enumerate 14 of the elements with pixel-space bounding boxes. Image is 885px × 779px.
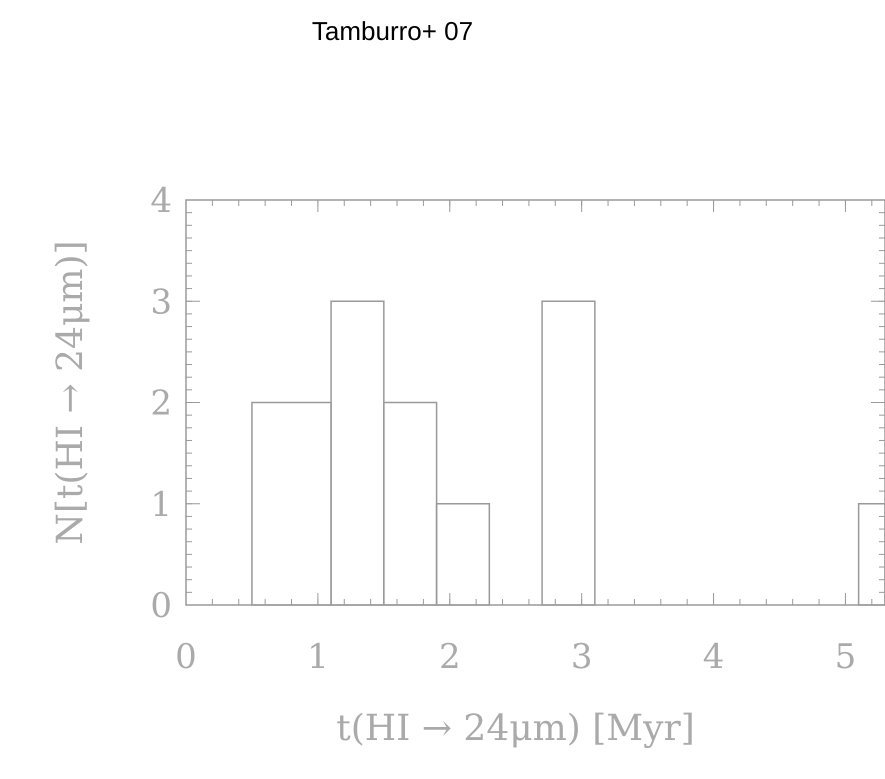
- x-tick-label: 3: [570, 637, 592, 677]
- x-tick-label: 5: [834, 637, 856, 677]
- x-tick-label: 4: [702, 637, 724, 677]
- chart-title: Tamburro+ 07: [312, 16, 474, 46]
- x-tick-label: 1: [307, 637, 329, 677]
- y-axis-title: N[t(HI → 24μm)]: [50, 240, 91, 545]
- y-tick-label: 1: [150, 484, 172, 525]
- y-tick-label: 3: [150, 282, 172, 322]
- x-axis-title: t(HI → 24μm) [Myr]: [336, 708, 695, 749]
- x-tick-label: 0: [175, 637, 197, 677]
- x-tick-label: 2: [438, 637, 461, 677]
- y-tick-label: 0: [150, 586, 172, 626]
- y-tick-label: 4: [150, 181, 172, 221]
- y-tick-label: 2: [150, 384, 172, 424]
